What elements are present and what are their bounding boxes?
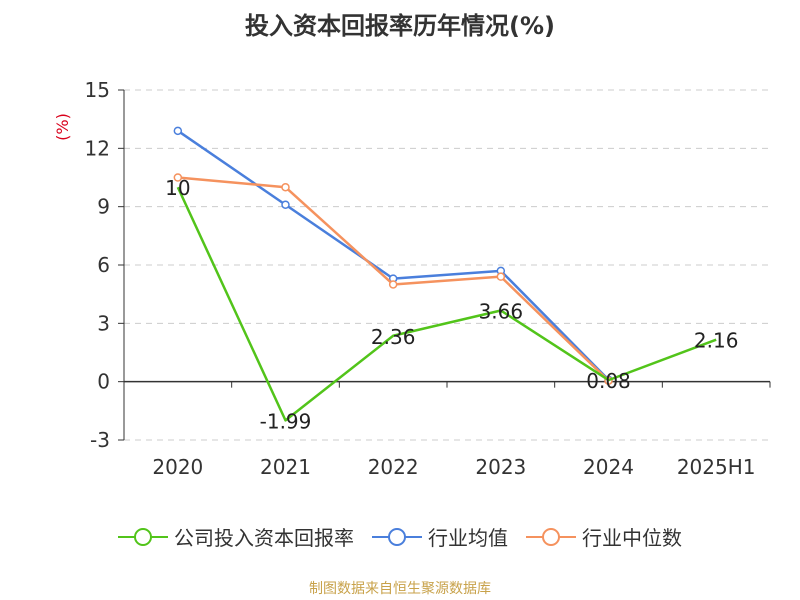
legend-item-industry-mean[interactable]: 行业均值 <box>372 522 508 551</box>
y-axis-title: (%) <box>53 113 72 141</box>
data-point <box>173 126 183 136</box>
y-tick-label: 6 <box>97 253 110 277</box>
series-line <box>176 186 717 422</box>
series-layer <box>173 126 717 422</box>
y-tick-label: 9 <box>97 195 110 219</box>
data-point <box>496 272 506 281</box>
source-note: 制图数据来自恒生聚源数据库 <box>309 581 491 597</box>
data-label: 10 <box>165 176 190 200</box>
y-tick-label: 15 <box>85 78 110 102</box>
legend-line-marker-icon <box>526 527 576 547</box>
data-label: 3.66 <box>479 300 524 324</box>
legend-line-marker-icon <box>118 527 168 547</box>
x-tick-label: 2021 <box>260 455 311 479</box>
legend-line-marker-icon <box>372 527 422 547</box>
legend: 公司投入资本回报率 行业均值 行业中位数 <box>0 522 800 551</box>
legend-label: 行业均值 <box>428 526 508 550</box>
data-label: 0.08 <box>586 369 631 393</box>
y-tick-label: -3 <box>90 428 110 452</box>
y-tick-label: 0 <box>97 370 110 394</box>
legend-item-industry-median[interactable]: 行业中位数 <box>526 522 682 551</box>
data-labels: 10 -1.99 2.36 3.66 0.08 2.16 <box>165 176 738 433</box>
data-label: 2.36 <box>371 325 416 349</box>
data-point <box>281 182 290 192</box>
y-tick-label: 12 <box>85 136 110 160</box>
x-tick-label: 2020 <box>152 455 203 479</box>
x-tick-label: 2022 <box>368 455 419 479</box>
legend-label: 行业中位数 <box>582 526 682 550</box>
legend-label: 公司投入资本回报率 <box>174 526 354 550</box>
chart-title: 投入资本回报率历年情况(%) <box>245 12 555 40</box>
data-point <box>173 173 183 182</box>
x-tick-label: 2024 <box>583 455 634 479</box>
data-label: 2.16 <box>694 329 739 353</box>
y-tick-label: 3 <box>97 311 110 335</box>
data-point <box>281 200 290 209</box>
x-tick-label: 2025H1 <box>677 455 756 479</box>
x-tick-label: 2023 <box>475 455 526 479</box>
data-label: -1.99 <box>260 409 312 433</box>
data-point <box>388 280 398 289</box>
legend-item-company[interactable]: 公司投入资本回报率 <box>118 522 354 551</box>
axes: -3 0 3 6 9 12 15 2020 2021 2022 2023 2024 2025H1 (%) <box>53 78 771 479</box>
